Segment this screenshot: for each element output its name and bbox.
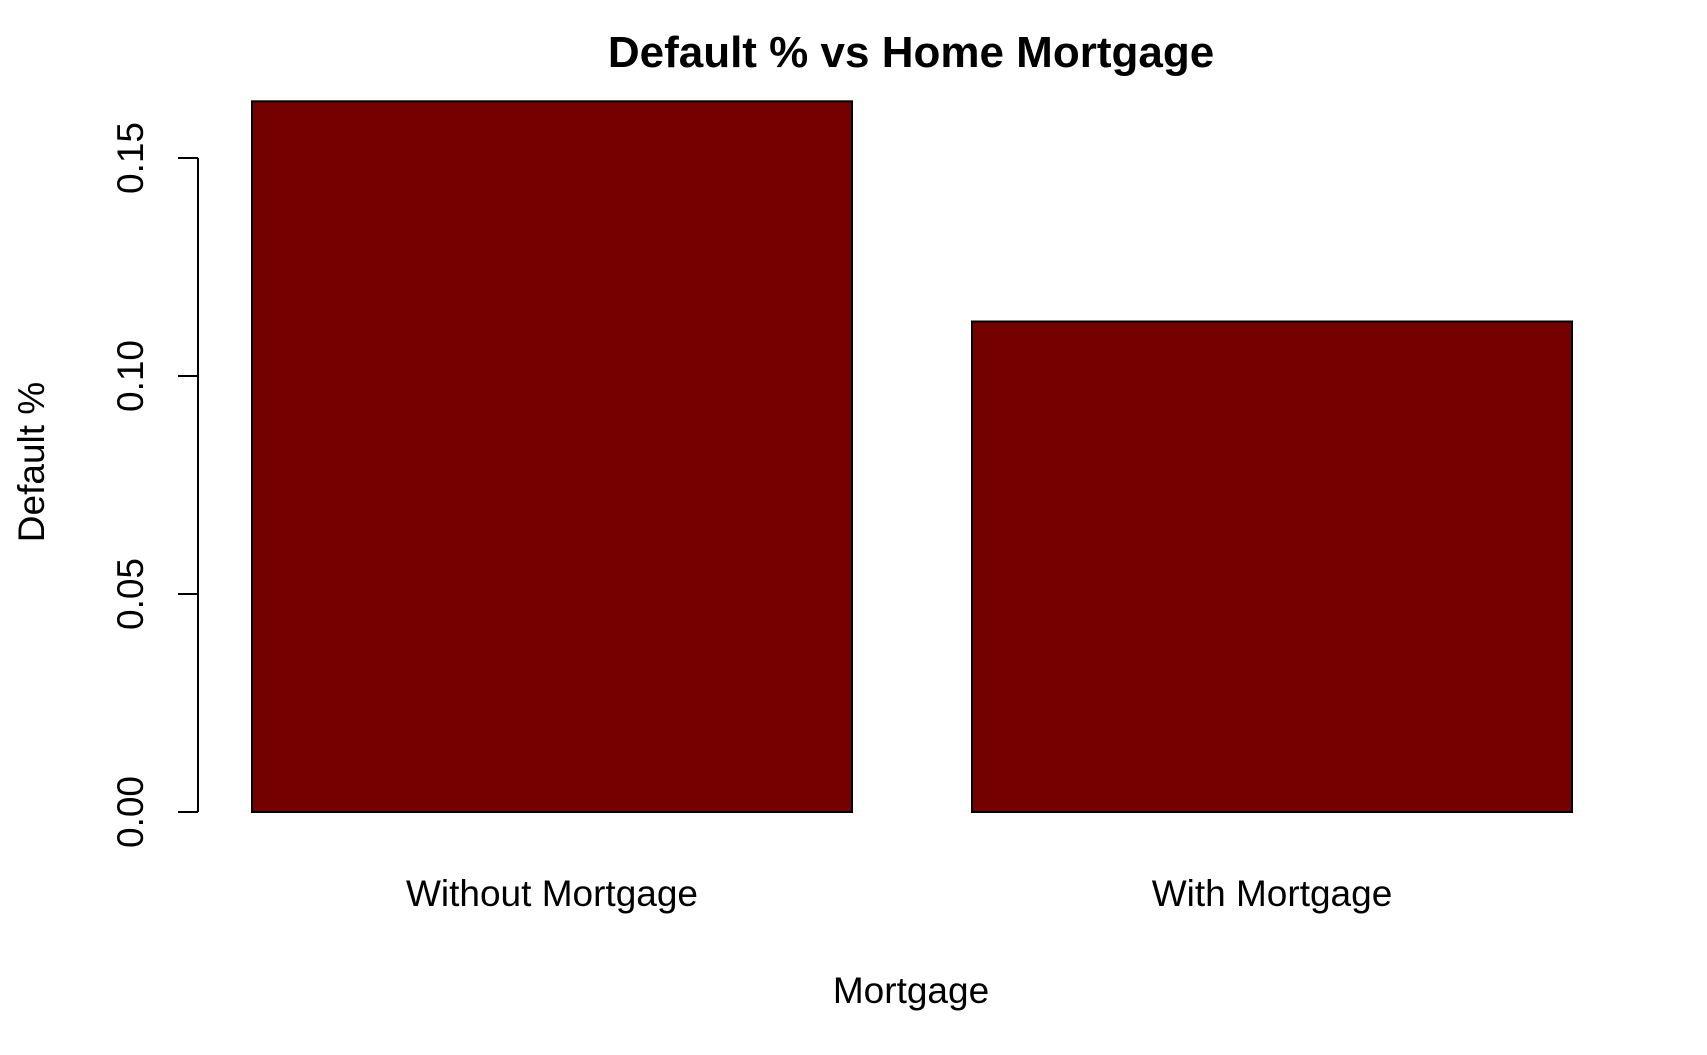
- y-tick-label: 0.15: [110, 122, 151, 194]
- x-category-label: With Mortgage: [1152, 873, 1393, 914]
- y-axis: 0.00 0.05 0.10 0.15: [110, 122, 199, 848]
- y-tick-label: 0.00: [110, 776, 151, 848]
- chart-title: Default % vs Home Mortgage: [608, 28, 1214, 77]
- y-tick-label: 0.05: [110, 558, 151, 630]
- y-axis-label: Default %: [11, 382, 52, 542]
- x-category-labels: Without Mortgage With Mortgage: [406, 873, 1392, 914]
- bar-without-mortgage: [251, 100, 853, 813]
- x-category-label: Without Mortgage: [406, 873, 698, 914]
- x-axis-label: Mortgage: [833, 970, 989, 1011]
- bars-group: [251, 100, 1573, 813]
- y-tick-label: 0.10: [110, 340, 151, 412]
- bar-with-mortgage: [971, 320, 1573, 813]
